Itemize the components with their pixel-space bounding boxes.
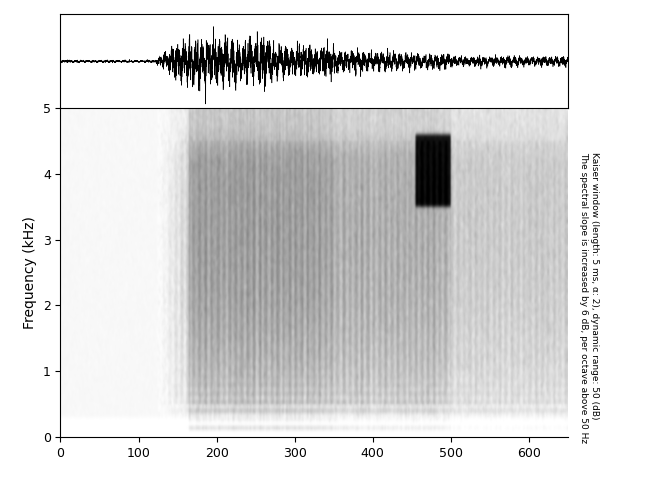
Y-axis label: Frequency (kHz): Frequency (kHz) (24, 216, 37, 329)
Text: Kaiser window (length: 5 ms, α: 2), dynamic range: 50 (dB)
The spectral slope is: Kaiser window (length: 5 ms, α: 2), dyna… (579, 152, 599, 443)
